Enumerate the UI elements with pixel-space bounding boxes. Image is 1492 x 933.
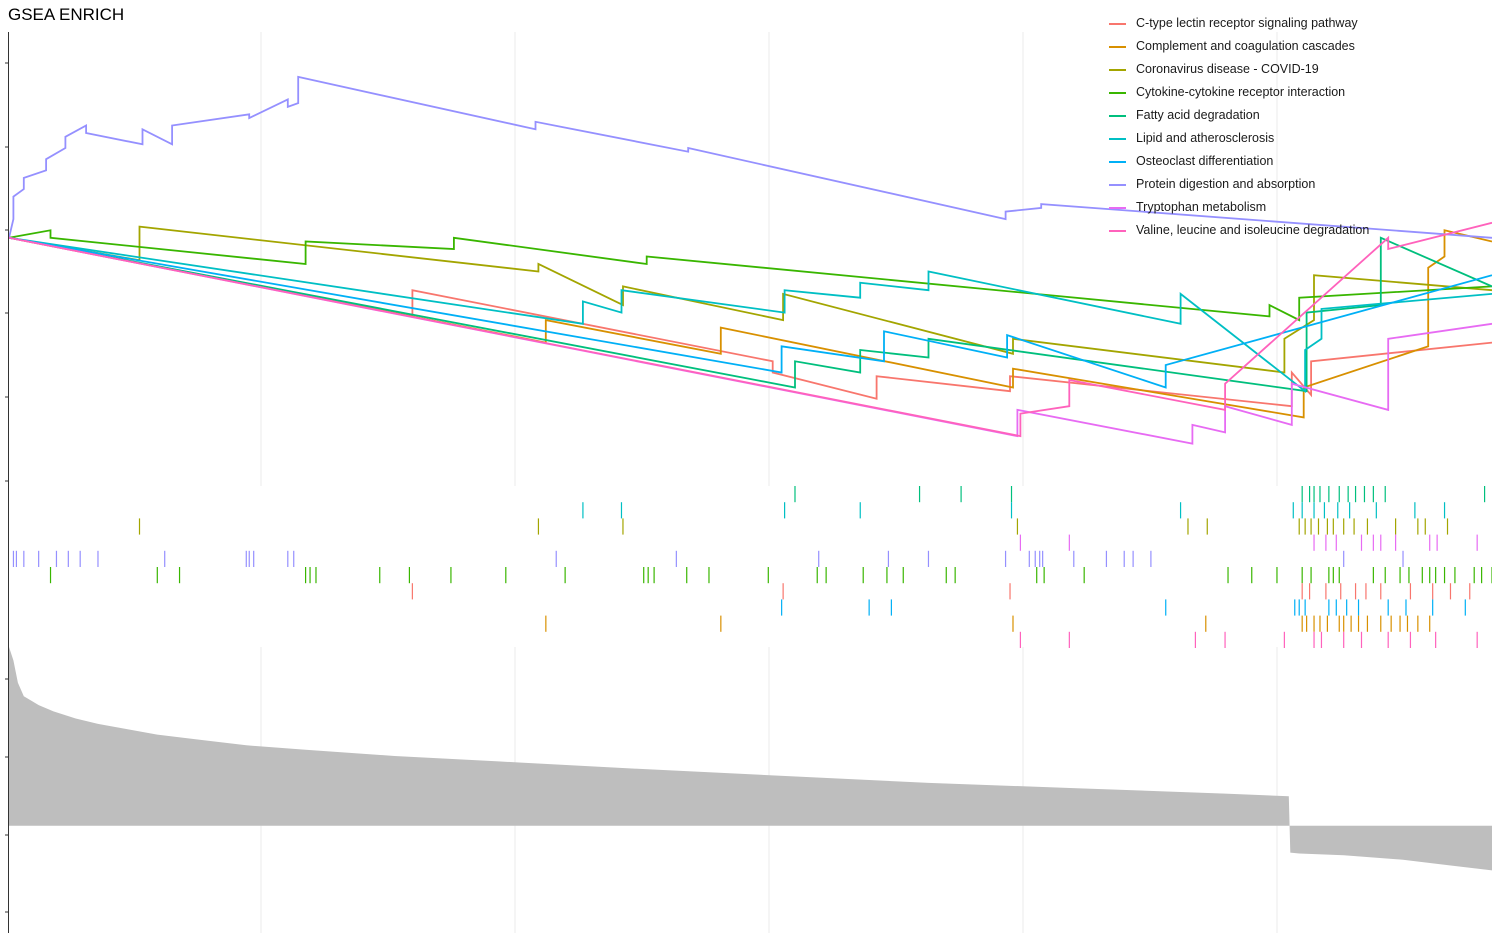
chart-title: GSEA ENRICH [8,5,125,24]
series-line-protein-digestion-and-absorption [8,75,1492,239]
legend-key [1109,161,1126,163]
legend-key [1109,23,1126,25]
metric-area [9,647,1492,871]
series-line-complement-and-coagulation-cascades [8,229,1492,419]
legend-key [1109,207,1126,209]
legend-key [1109,184,1126,186]
running-score-panel [8,32,1492,486]
legend-label: C-type lectin receptor signaling pathway [1136,16,1358,30]
legend-label: Lipid and atherosclerosis [1136,131,1275,145]
series-line-osteoclast-differentiation [8,236,1492,389]
ranked-metric-panel [9,647,1492,933]
axis-decoration [5,32,9,933]
series-line-lipid-and-atherosclerosis [8,236,1492,394]
legend-key [1109,46,1126,48]
legend-label: Fatty acid degradation [1136,108,1260,122]
legend-label: Tryptophan metabolism [1136,200,1267,214]
legend-key [1109,69,1126,71]
legend-key [1109,230,1126,232]
series-line-c-type-lectin-receptor-signaling-pathway [8,236,1492,408]
legend-label: Coronavirus disease - COVID-19 [1136,62,1319,76]
legend-key [1109,115,1126,117]
legend-label: Protein digestion and absorption [1136,177,1316,191]
hit-positions-panel [12,486,1492,648]
legend-label: Osteoclast differentiation [1136,154,1274,168]
legend-label: Complement and coagulation cascades [1136,39,1355,53]
legend-key [1109,138,1126,140]
series-line-coronavirus-disease-covid-19 [8,225,1492,374]
series-line-fatty-acid-degradation [8,236,1492,393]
legend-label: Valine, leucine and isoleucine degradati… [1136,223,1370,237]
legend-key [1109,92,1126,94]
series-line-tryptophan-metabolism [8,236,1492,445]
series-line-valine-leucine-and-isoleucine-degradation [8,221,1492,438]
series-line-cytokine-cytokine-receptor-interaction [8,229,1492,322]
legend-label: Cytokine-cytokine receptor interaction [1136,85,1346,99]
